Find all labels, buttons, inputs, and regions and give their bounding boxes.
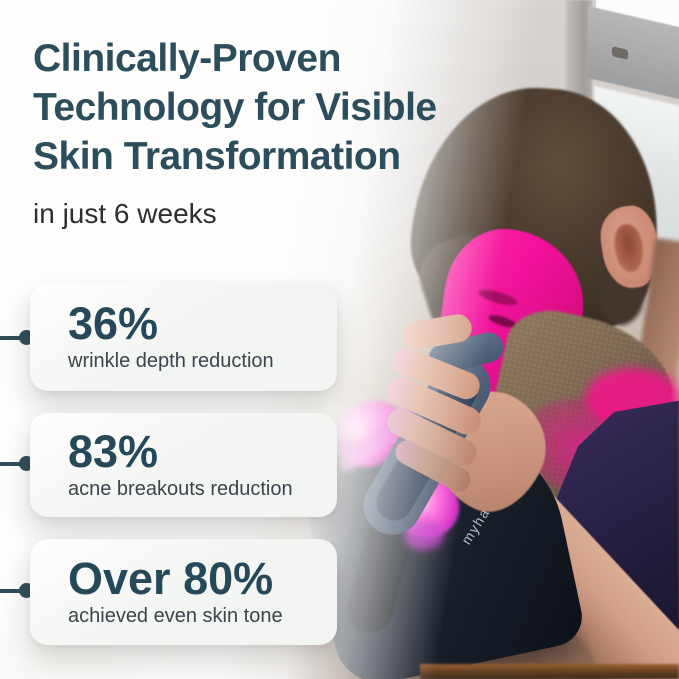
connector-line <box>0 589 23 593</box>
stat-label: acne breakouts reduction <box>68 478 293 501</box>
title-line-3: Skin Transformation <box>33 135 401 178</box>
stat-card-acne: 83% acne breakouts reduction <box>30 413 337 517</box>
subtitle: in just 6 weeks <box>33 198 217 229</box>
stat-label: achieved even skin tone <box>68 605 283 628</box>
connector-line <box>0 336 23 340</box>
connector-dot <box>19 583 34 598</box>
connector-line <box>0 462 23 466</box>
title-line-2: Technology for Visible <box>33 86 437 129</box>
stat-value: 83% <box>68 425 159 477</box>
page-title: Clinically-Proven Technology for Visible… <box>33 34 437 181</box>
stat-value: 36% <box>68 297 159 349</box>
stat-card-wrinkle: 36% wrinkle depth reduction <box>30 283 337 391</box>
stat-value: Over 80% <box>68 552 274 604</box>
connector-dot <box>19 456 34 471</box>
stat-label: wrinkle depth reduction <box>68 350 274 373</box>
connector-dot <box>19 330 34 345</box>
stat-card-skin-tone: Over 80% achieved even skin tone <box>30 539 337 645</box>
title-line-1: Clinically-Proven <box>33 37 341 80</box>
